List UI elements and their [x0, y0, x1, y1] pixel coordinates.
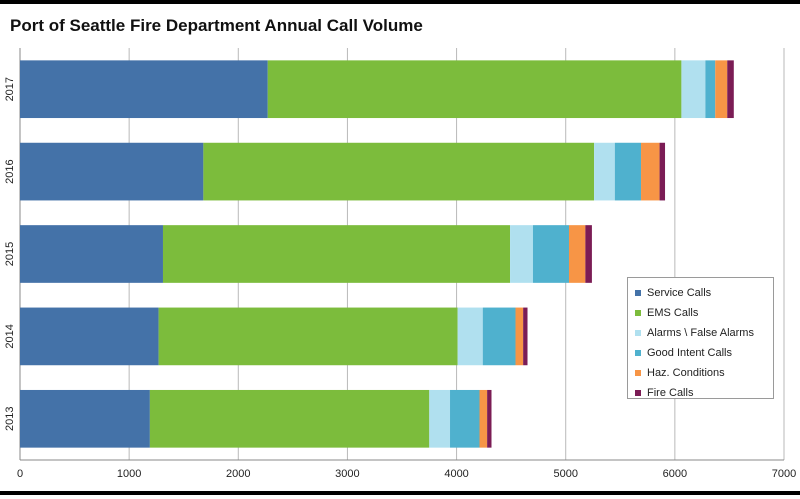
- chart-legend: Service Calls EMS Calls Alarms \ False Ala…: [627, 277, 774, 399]
- legend-swatch: [635, 330, 641, 336]
- x-tick-label: 0: [17, 468, 23, 480]
- bar-segment: [20, 225, 163, 283]
- bar-segment: [20, 389, 150, 448]
- bar-segment: [203, 142, 595, 201]
- bar-segment: [158, 307, 458, 366]
- bar-segment: [705, 60, 716, 119]
- legend-item: Good Intent Calls: [635, 343, 773, 363]
- legend-item: EMS Calls: [635, 303, 773, 323]
- y-tick-label: 2016: [4, 159, 16, 183]
- x-tick-label: 1000: [117, 468, 141, 480]
- bar-segment: [515, 307, 524, 366]
- bar-segment: [20, 60, 268, 119]
- bar-segment: [532, 225, 569, 283]
- legend-swatch: [635, 310, 641, 316]
- bar-segment: [267, 60, 682, 119]
- x-tick-label: 7000: [772, 468, 796, 480]
- legend-label: Fire Calls: [647, 387, 694, 399]
- legend-item: Alarms \ False Alarms: [635, 323, 773, 343]
- bar-segment: [641, 142, 660, 201]
- legend-item: Fire Calls: [635, 383, 773, 403]
- bar-segment: [568, 225, 586, 283]
- legend-swatch: [635, 290, 641, 296]
- legend-swatch: [635, 390, 641, 396]
- y-tick-label: 2017: [4, 77, 16, 101]
- bar-segment: [659, 142, 666, 201]
- y-tick-label: 2013: [4, 407, 16, 431]
- y-tick-label: 2014: [4, 324, 16, 348]
- y-tick-label: 2015: [4, 242, 16, 266]
- legend-label: Service Calls: [647, 287, 712, 299]
- bar-segment: [715, 60, 728, 119]
- bar-segment: [487, 389, 492, 448]
- legend-label: Haz. Conditions: [647, 367, 725, 379]
- x-tick-label: 3000: [335, 468, 359, 480]
- bar-segment: [162, 225, 511, 283]
- bar-segment: [681, 60, 706, 119]
- legend-label: Good Intent Calls: [647, 347, 732, 359]
- bar-segment: [482, 307, 516, 366]
- bar-segment: [20, 142, 204, 201]
- bar-segment: [149, 389, 430, 448]
- legend-item: Haz. Conditions: [635, 363, 773, 383]
- bar-segment: [727, 60, 734, 119]
- bar-segment: [614, 142, 642, 201]
- bar-segment: [479, 389, 488, 448]
- legend-label: Alarms \ False Alarms: [647, 327, 754, 339]
- legend-swatch: [635, 370, 641, 376]
- bar-segment: [20, 307, 159, 366]
- bar-segment: [510, 225, 533, 283]
- bar-segment: [523, 307, 528, 366]
- bar-segment: [429, 389, 451, 448]
- x-tick-label: 4000: [444, 468, 468, 480]
- legend-item: Service Calls: [635, 283, 773, 303]
- legend-label: EMS Calls: [647, 307, 699, 319]
- legend-swatch: [635, 350, 641, 356]
- x-tick-label: 5000: [553, 468, 577, 480]
- bar-segment: [594, 142, 615, 201]
- bar-segment: [585, 225, 592, 283]
- bar-segment: [457, 307, 483, 366]
- bar-chart: 0 1000 2000 3000 4000 5000 6000 7000 2017 2016 201…: [4, 48, 796, 480]
- bar-segment: [450, 389, 480, 448]
- x-tick-label: 2000: [226, 468, 250, 480]
- chart-title: Port of Seattle Fire Department Annual C…: [10, 16, 423, 35]
- x-tick-label: 6000: [663, 468, 687, 480]
